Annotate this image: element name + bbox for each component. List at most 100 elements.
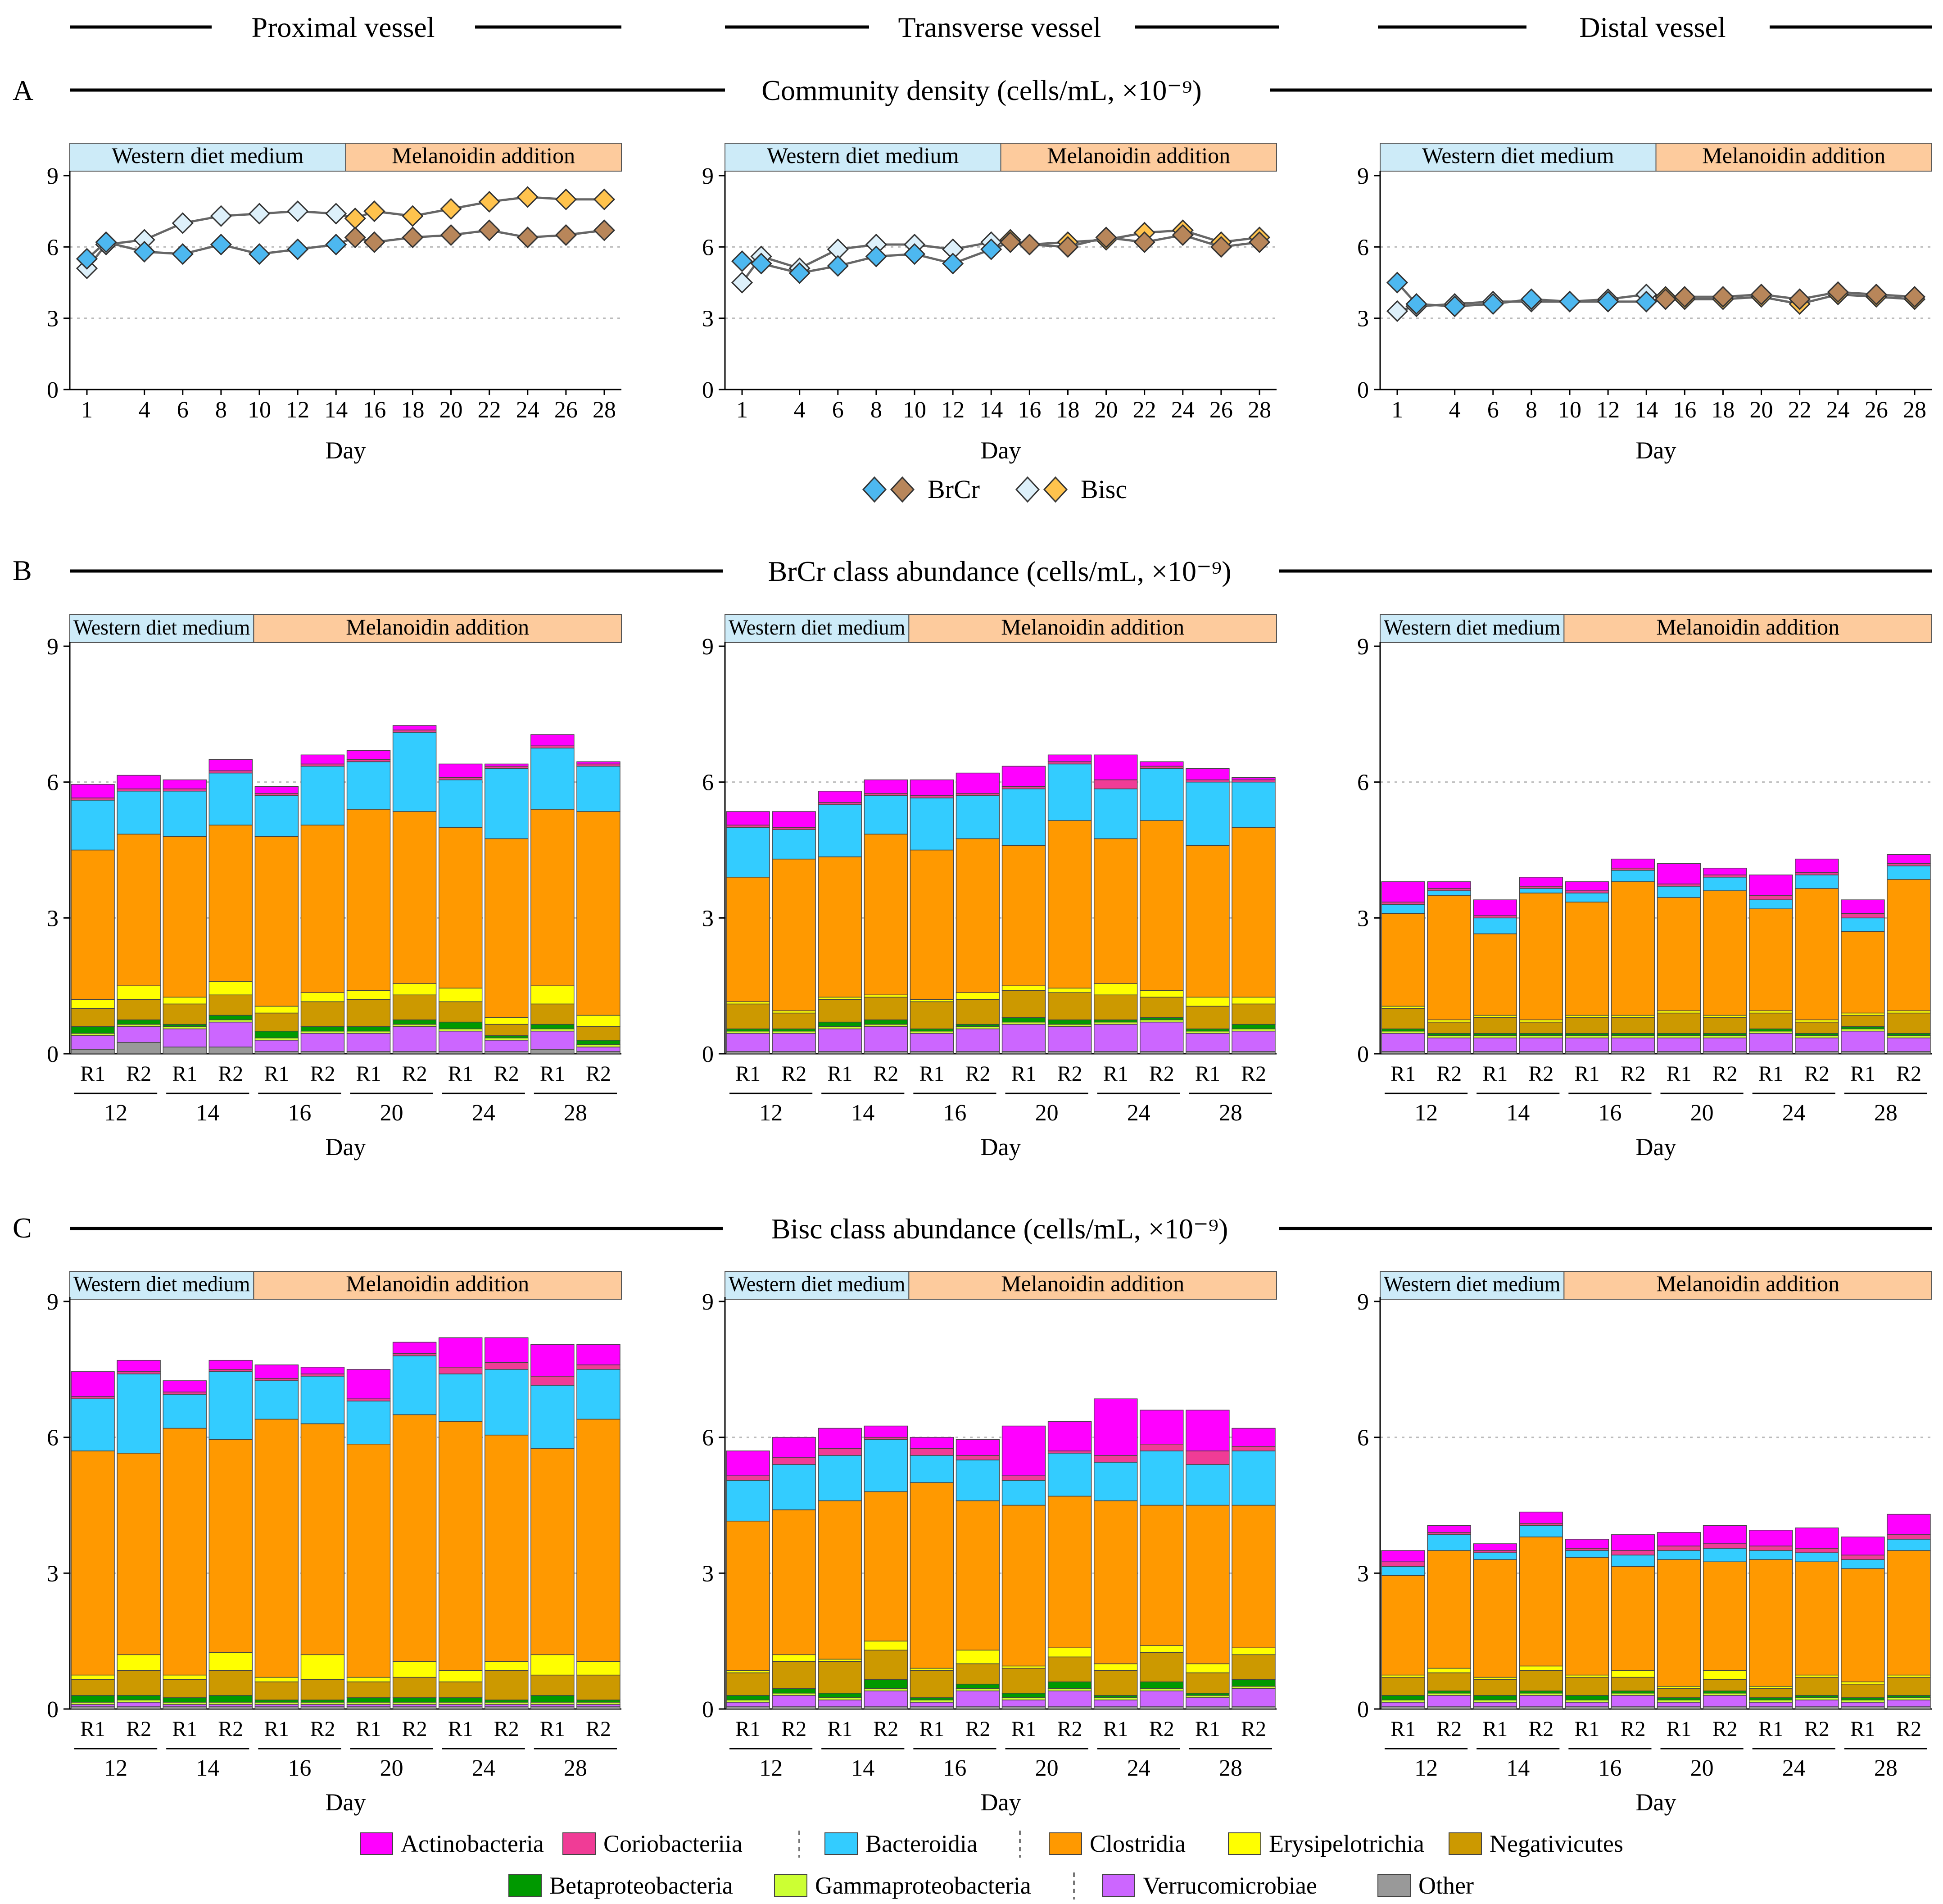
bar-segment-negativicutes <box>254 1012 299 1032</box>
bar-segment-negativicutes <box>1047 1656 1092 1682</box>
legend-swatch-coriobacteriia <box>562 1832 596 1855</box>
replicate-label: R2 <box>1804 1717 1830 1741</box>
bar-segment-clostridia <box>1519 1537 1563 1667</box>
bar-segment-bacteroidia <box>1841 917 1885 932</box>
bar-segment-coriobacteriia <box>1841 913 1885 919</box>
bar-segment-betaproteobacteria <box>438 1697 483 1703</box>
data-point-bisc <box>248 203 271 225</box>
bar-segment-bacteroidia <box>818 1455 862 1501</box>
bar-segment-erysipelotrichia <box>300 992 345 1002</box>
bar-segment-gammaproteobacteria <box>772 1030 816 1034</box>
bar-segment-actinobacteria <box>1093 1398 1138 1456</box>
bar-segment-erysipelotrichia <box>772 1654 816 1662</box>
bar-segment-negativicutes <box>300 1679 345 1700</box>
bar-segment-bacteroidia <box>117 1374 161 1454</box>
bar-segment-gammaproteobacteria <box>1140 1688 1184 1691</box>
bar-segment-bacteroidia <box>1565 1550 1609 1558</box>
bar-segment-negativicutes <box>864 1650 908 1680</box>
bar-segment-coriobacteriia <box>1519 886 1563 889</box>
bar-segment-gammaproteobacteria <box>1519 1693 1563 1696</box>
bar-segment-betaproteobacteria <box>1703 1691 1747 1694</box>
legend-bisc-mel-marker <box>1043 476 1068 503</box>
panel-letter-b: B <box>13 554 32 586</box>
bar-segment-clostridia <box>1473 933 1517 1016</box>
bar-segment-verrucomicrobiae <box>910 1033 954 1052</box>
phase-label-melanoidin: Melanoidin addition <box>1001 1271 1184 1296</box>
bar-segment-verrucomicrobiae <box>1473 1702 1517 1707</box>
bar-segment-bacteroidia <box>864 795 908 835</box>
data-point-brcr <box>1865 283 1888 306</box>
replicate-label: R2 <box>1804 1062 1830 1086</box>
bar-segment-other <box>1047 1051 1092 1054</box>
bar-segment-negativicutes <box>1611 1677 1655 1691</box>
replicate-label: R2 <box>965 1717 990 1741</box>
bar-segment-coriobacteriia <box>1001 1475 1046 1481</box>
bar-segment-verrucomicrobiae <box>1186 1033 1230 1052</box>
bar-segment-bacteroidia <box>1795 1552 1839 1562</box>
bar-segment-other <box>1611 1706 1655 1709</box>
bar-segment-erysipelotrichia <box>1795 1674 1839 1678</box>
bar-segment-coriobacteriia <box>864 793 908 796</box>
legend-label-bacteroidia: Bacteroidia <box>865 1830 978 1857</box>
legend-brcr-wdm-marker <box>862 476 887 503</box>
data-point-brcr <box>903 243 926 265</box>
phase-label-melanoidin: Melanoidin addition <box>1702 143 1885 168</box>
bar-segment-other <box>956 1051 1000 1054</box>
bar-segment-clostridia <box>1841 1568 1885 1682</box>
bar-segment-verrucomicrobiae <box>163 1028 207 1047</box>
bar-segment-betaproteobacteria <box>1232 1024 1276 1029</box>
x-tick-label: 24 <box>1826 397 1850 423</box>
bar-segment-betaproteobacteria <box>818 1693 862 1698</box>
bar-segment-erysipelotrichia <box>1140 990 1184 998</box>
bar-segment-betaproteobacteria <box>726 1695 770 1700</box>
x-tick-label: 10 <box>1558 397 1581 423</box>
legend-bisc-wdm-marker <box>1015 476 1040 503</box>
bar-segment-verrucomicrobiae <box>1519 1038 1563 1052</box>
x-tick-label: 20 <box>1750 397 1773 423</box>
bar-segment-betaproteobacteria <box>1795 1695 1839 1698</box>
bar-segment-erysipelotrichia <box>1140 1645 1184 1653</box>
bar-segment-actinobacteria <box>864 1425 908 1438</box>
data-point-bisc <box>363 200 385 222</box>
bar-segment-betaproteobacteria <box>1001 1017 1046 1023</box>
bar-segment-betaproteobacteria <box>1381 1695 1425 1700</box>
legend-label-coriobacteriia: Coriobacteriia <box>603 1830 743 1857</box>
bar-segment-negativicutes <box>1473 1679 1517 1696</box>
bar-segment-bacteroidia <box>346 1401 391 1445</box>
bar-segment-gammaproteobacteria <box>910 1030 954 1034</box>
legend-label-negativicutes: Negativicutes <box>1490 1830 1623 1857</box>
bar-segment-clostridia <box>576 811 620 1016</box>
bar-segment-actinobacteria <box>1565 1539 1609 1549</box>
bar-segment-verrucomicrobiae <box>1001 1024 1046 1052</box>
bar-segment-negativicutes <box>910 1670 954 1698</box>
y-tick-label: 3 <box>47 906 59 931</box>
bar-segment-other <box>576 1051 620 1054</box>
bar-segment-erysipelotrichia <box>1093 1663 1138 1671</box>
bar-segment-coriobacteriia <box>910 1448 954 1456</box>
replicate-label: R1 <box>1667 1717 1692 1741</box>
bar-segment-clostridia <box>530 1448 575 1655</box>
bar-segment-verrucomicrobiae <box>1887 1700 1931 1707</box>
data-point-bisc <box>172 212 194 234</box>
bar-segment-erysipelotrichia <box>438 1670 483 1682</box>
bar-segment-betaproteobacteria <box>1565 1695 1609 1700</box>
bar-segment-gammaproteobacteria <box>1001 1697 1046 1700</box>
bar-segment-actinobacteria <box>530 1344 575 1377</box>
bar-segment-coriobacteriia <box>254 1378 299 1381</box>
bar-segment-actinobacteria <box>1841 899 1885 914</box>
bar-segment-betaproteobacteria <box>1565 1033 1609 1036</box>
legend-swatch-gammaproteobacteria <box>774 1874 807 1897</box>
bar-segment-actinobacteria <box>1841 1537 1885 1555</box>
bar-segment-negativicutes <box>726 1672 770 1696</box>
bar-segment-coriobacteriia <box>1748 1546 1793 1551</box>
bar-segment-other <box>1657 1706 1701 1709</box>
bar-segment-actinobacteria <box>1611 1534 1655 1551</box>
vessel-header-distal: Distal vessel <box>1579 11 1726 43</box>
bar-segment-actinobacteria <box>1887 1514 1931 1535</box>
bar-segment-negativicutes <box>346 1681 391 1698</box>
data-point-brcr <box>1635 290 1658 313</box>
bar-segment-erysipelotrichia <box>1232 997 1276 1005</box>
bar-segment-verrucomicrobiae <box>1140 1021 1184 1052</box>
bar-segment-betaproteobacteria <box>1519 1033 1563 1036</box>
bar-segment-bacteroidia <box>1519 888 1563 893</box>
